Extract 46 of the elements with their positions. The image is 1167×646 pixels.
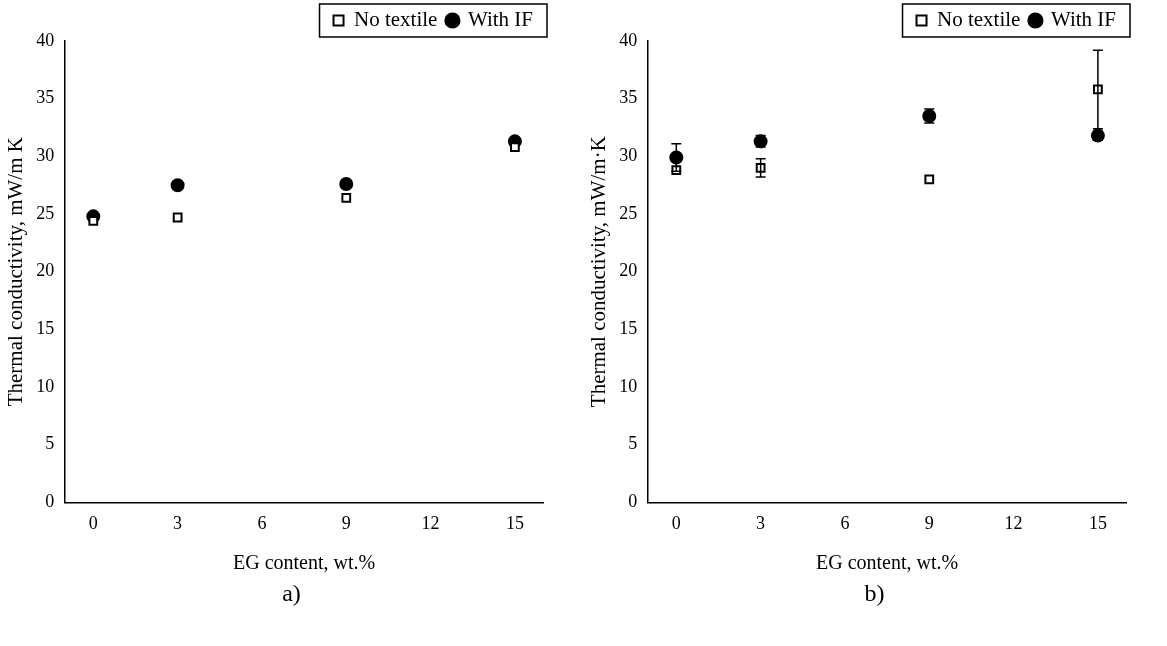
y-axis-title: Thermal conductivity, mW/m K [3,137,28,407]
y-tick-label: 5 [628,433,638,454]
x-tick-label: 12 [421,512,440,533]
x-tick-label: 9 [924,512,934,533]
y-tick-label: 35 [619,87,638,108]
x-tick-label: 3 [173,512,183,533]
y-tick-label: 5 [45,433,55,454]
x-tick-label: 3 [756,512,766,533]
legend-label: No textile [937,7,1021,32]
x-axis-title: EG content, wt.% [233,551,376,574]
text: b) [864,580,885,607]
y-tick-label: 15 [619,318,638,339]
y-tick-label: 40 [36,29,55,50]
point [341,192,352,203]
y-tick-label: 15 [36,318,55,339]
point [669,150,684,165]
y-tick-label: 20 [36,260,55,281]
point [924,174,935,185]
x-tick-label: 15 [1088,512,1107,533]
x-tick-label: 6 [257,512,267,533]
y-tick-label: 20 [619,260,638,281]
text: a) [282,580,301,607]
y-tick-label: 10 [619,375,638,396]
y-tick-label: 0 [45,491,55,512]
x-tick-label: 6 [840,512,850,533]
y-tick-label: 30 [36,145,55,166]
x-tick-label: 0 [671,512,681,533]
y-tick-label: 25 [619,202,638,223]
legend-label: No textile [354,7,438,32]
y-tick-label: 10 [36,375,55,396]
x-tick-label: 9 [341,512,351,533]
y-tick-label: 25 [36,202,55,223]
point [170,178,185,193]
x-tick-label: 15 [505,512,524,533]
legend-label: With IF [1050,7,1117,32]
y-tick-label: 0 [628,491,638,512]
y-tick-label: 40 [619,29,638,50]
point [172,212,183,223]
y-tick-label: 35 [36,87,55,108]
legend-label: With IF [467,7,534,32]
x-axis-title: EG content, wt.% [816,551,959,574]
x-tick-label: 12 [1004,512,1023,533]
y-axis-title: Thermal conductivity, mW/m·K [586,136,611,408]
x-tick-label: 0 [88,512,98,533]
point [339,177,354,192]
y-tick-label: 30 [619,145,638,166]
